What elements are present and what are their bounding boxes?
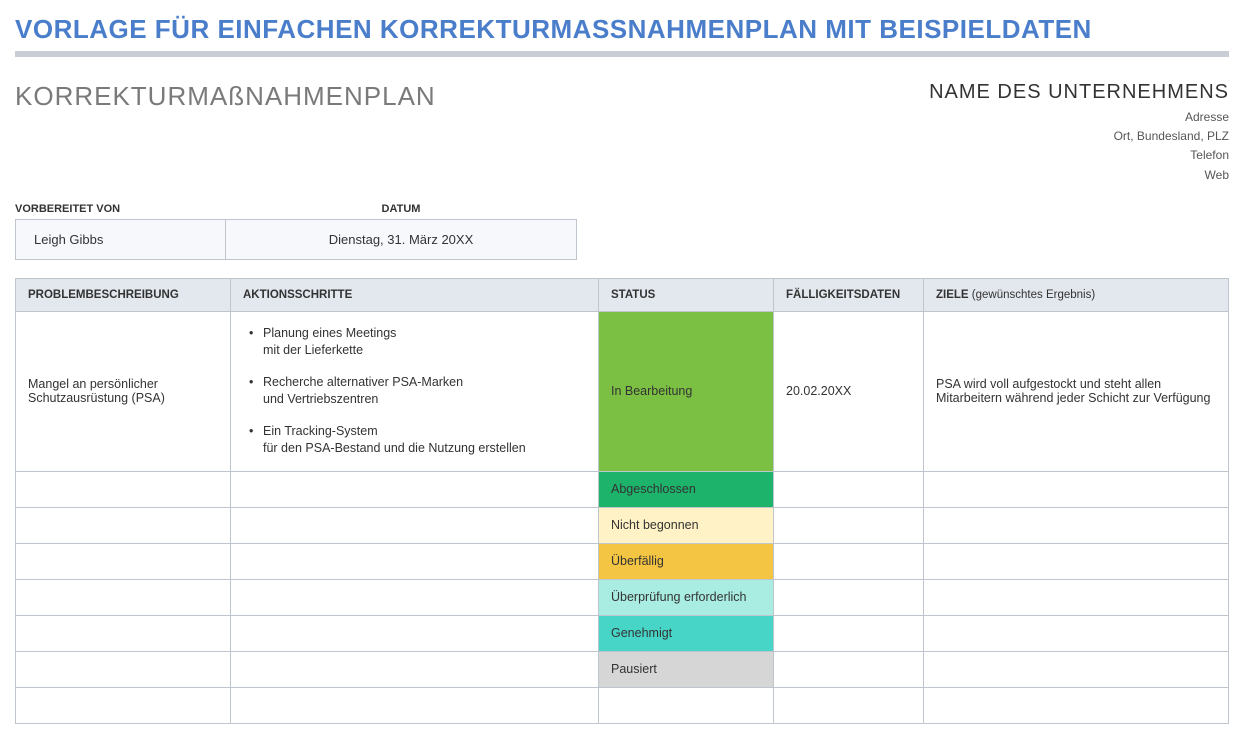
col-actions: AKTIONSSCHRITTE xyxy=(231,278,599,311)
cell-description xyxy=(16,687,231,723)
col-goals: ZIELE (gewünschtes Ergebnis) xyxy=(924,278,1229,311)
action-item: Ein Tracking-Systemfür den PSA-Bestand u… xyxy=(249,423,586,458)
cell-actions xyxy=(231,615,599,651)
table-row: Überfällig xyxy=(16,543,1229,579)
action-item: Recherche alternativer PSA-Markenund Ver… xyxy=(249,374,586,409)
cell-due: 20.02.20XX xyxy=(774,311,924,471)
table-row: Pausiert xyxy=(16,651,1229,687)
cell-due xyxy=(774,651,924,687)
cell-due xyxy=(774,543,924,579)
cell-goal xyxy=(924,579,1229,615)
cell-status: Genehmigt xyxy=(599,615,774,651)
cell-goal xyxy=(924,471,1229,507)
cell-actions xyxy=(231,651,599,687)
table-row: Abgeschlossen xyxy=(16,471,1229,507)
cell-description xyxy=(16,651,231,687)
cell-actions xyxy=(231,543,599,579)
subtitle: KORREKTURMAßNAHMENPLAN xyxy=(15,81,436,112)
main-title: VORLAGE FÜR EINFACHEN KORREKTURMASSNAHME… xyxy=(15,10,1229,51)
cell-actions xyxy=(231,507,599,543)
table-row xyxy=(16,687,1229,723)
table-row: Überprüfung erforderlich xyxy=(16,579,1229,615)
prepared-by-value: Leigh Gibbs xyxy=(16,220,226,259)
cell-status: Überfällig xyxy=(599,543,774,579)
action-item: Planung eines Meetingsmit der Lieferkett… xyxy=(249,325,586,360)
cell-due xyxy=(774,687,924,723)
cell-goal xyxy=(924,651,1229,687)
cell-actions: Planung eines Meetingsmit der Lieferkett… xyxy=(231,311,599,471)
cell-status: Nicht begonnen xyxy=(599,507,774,543)
cell-goal xyxy=(924,543,1229,579)
table-row: Genehmigt xyxy=(16,615,1229,651)
cell-goal: PSA wird voll aufgestockt und steht alle… xyxy=(924,311,1229,471)
meta-table: Leigh Gibbs Dienstag, 31. März 20XX xyxy=(15,219,577,260)
cell-goal xyxy=(924,687,1229,723)
cell-due xyxy=(774,615,924,651)
cell-description xyxy=(16,579,231,615)
title-underline xyxy=(15,51,1229,57)
cell-goal xyxy=(924,507,1229,543)
plan-table: PROBLEMBESCHREIBUNG AKTIONSSCHRITTE STAT… xyxy=(15,278,1229,724)
date-value: Dienstag, 31. März 20XX xyxy=(226,220,576,259)
company-city: Ort, Bundesland, PLZ xyxy=(929,127,1229,146)
col-due: FÄLLIGKEITSDATEN xyxy=(774,278,924,311)
table-row: Mangel an persönlicher Schutzausrüstung … xyxy=(16,311,1229,471)
company-address: Adresse xyxy=(929,108,1229,127)
company-phone: Telefon xyxy=(929,146,1229,165)
cell-status: Überprüfung erforderlich xyxy=(599,579,774,615)
cell-goal xyxy=(924,615,1229,651)
cell-due xyxy=(774,507,924,543)
prepared-by-label: VORBEREITET VON xyxy=(15,203,225,219)
company-web: Web xyxy=(929,166,1229,185)
cell-status: Abgeschlossen xyxy=(599,471,774,507)
cell-actions xyxy=(231,579,599,615)
company-block: NAME DES UNTERNEHMENS Adresse Ort, Bunde… xyxy=(929,81,1229,185)
date-label: DATUM xyxy=(225,203,577,219)
cell-status xyxy=(599,687,774,723)
cell-actions xyxy=(231,687,599,723)
cell-status: In Bearbeitung xyxy=(599,311,774,471)
cell-status: Pausiert xyxy=(599,651,774,687)
cell-description xyxy=(16,507,231,543)
cell-description xyxy=(16,471,231,507)
cell-description xyxy=(16,543,231,579)
cell-actions xyxy=(231,471,599,507)
table-row: Nicht begonnen xyxy=(16,507,1229,543)
cell-description: Mangel an persönlicher Schutzausrüstung … xyxy=(16,311,231,471)
company-name: NAME DES UNTERNEHMENS xyxy=(929,81,1229,104)
cell-description xyxy=(16,615,231,651)
col-description: PROBLEMBESCHREIBUNG xyxy=(16,278,231,311)
col-status: STATUS xyxy=(599,278,774,311)
cell-due xyxy=(774,471,924,507)
cell-due xyxy=(774,579,924,615)
